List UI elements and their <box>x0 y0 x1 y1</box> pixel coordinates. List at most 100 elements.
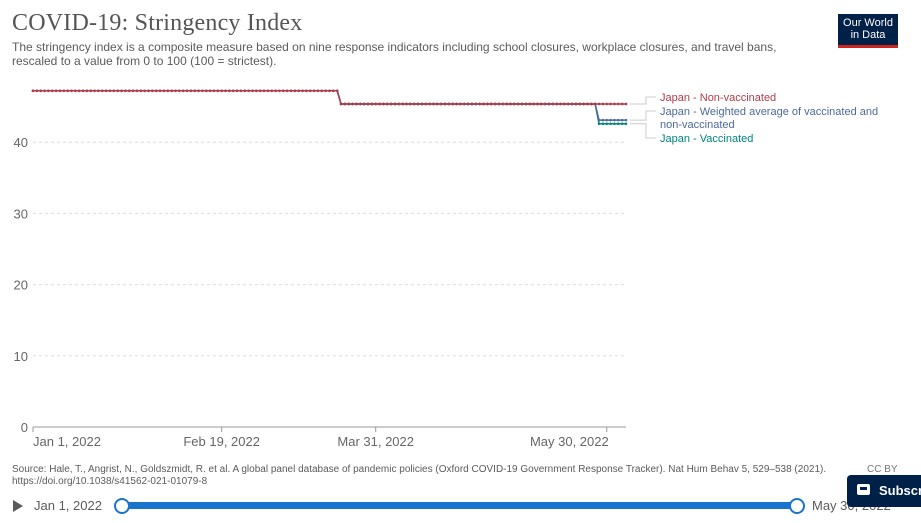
data-point <box>174 89 177 93</box>
data-point <box>127 89 131 93</box>
data-point <box>389 102 393 106</box>
data-point <box>35 89 39 93</box>
data-point <box>617 118 620 122</box>
data-point <box>224 89 227 93</box>
data-point <box>466 102 470 106</box>
line-chart: 0 10 20 30 40 Jan 1, 2022 Feb 19, 2022 Mar 31, … <box>14 89 878 449</box>
data-point <box>443 102 447 106</box>
data-point <box>185 89 189 93</box>
data-point <box>385 102 389 106</box>
data-point <box>570 102 574 106</box>
logo-line-2: in Data <box>850 29 886 41</box>
data-point <box>301 89 304 93</box>
series-markers <box>31 89 628 126</box>
series-markers <box>31 89 628 106</box>
data-point <box>228 89 231 93</box>
data-point <box>170 89 173 93</box>
data-point <box>601 122 605 126</box>
data-point <box>493 102 497 106</box>
data-point <box>455 102 458 106</box>
data-point <box>66 89 69 93</box>
data-point <box>166 89 170 93</box>
data-point <box>251 89 254 93</box>
data-point <box>474 102 478 106</box>
data-point <box>235 89 239 93</box>
data-point <box>516 102 520 106</box>
data-point <box>50 89 54 93</box>
timeline-end-handle[interactable] <box>789 498 805 514</box>
data-point <box>320 89 324 93</box>
legend-label: Japan - Non-vaccinated <box>660 92 776 104</box>
data-point <box>70 89 73 93</box>
data-point <box>143 89 146 93</box>
data-point <box>285 89 289 93</box>
data-point <box>582 102 585 106</box>
data-point <box>409 102 412 106</box>
data-point <box>597 102 601 106</box>
data-point <box>613 118 616 122</box>
data-point <box>559 102 562 106</box>
data-point <box>274 89 277 93</box>
data-point <box>436 102 439 106</box>
data-point <box>539 102 543 106</box>
timeline-start-handle[interactable] <box>114 498 130 514</box>
y-tick-label: 0 <box>21 420 28 435</box>
data-point <box>547 102 551 106</box>
data-point <box>362 102 366 106</box>
legend-label-wrapped: Japan - Weighted average of vaccinated a… <box>660 106 878 131</box>
data-point <box>120 89 123 93</box>
data-point <box>428 102 431 106</box>
y-tick-label: 10 <box>14 349 28 364</box>
timeline-start-label: Jan 1, 2022 <box>34 498 102 513</box>
data-point <box>85 89 89 93</box>
data-point <box>101 89 104 93</box>
data-point <box>378 102 381 106</box>
subscribe-button[interactable]: Subscribe <box>847 475 921 507</box>
data-point <box>47 89 50 93</box>
data-point <box>451 102 455 106</box>
data-point <box>31 89 35 93</box>
data-point <box>605 118 609 122</box>
data-point <box>278 89 281 93</box>
x-tick-label: May 30, 2022 <box>530 434 609 449</box>
data-point <box>520 102 524 106</box>
data-point <box>563 102 566 106</box>
series-markers <box>31 89 628 122</box>
data-point <box>578 102 582 106</box>
legend-connector <box>630 96 656 105</box>
data-point <box>620 118 624 122</box>
data-point <box>601 118 605 122</box>
data-point <box>343 102 347 106</box>
license-label[interactable]: CC BY <box>867 464 898 475</box>
data-point <box>513 102 516 106</box>
x-tick-label: Feb 19, 2022 <box>183 434 260 449</box>
data-point <box>532 102 535 106</box>
data-point <box>624 122 628 126</box>
data-point <box>247 89 250 93</box>
play-icon[interactable] <box>13 500 23 512</box>
legend-connector <box>630 123 656 139</box>
data-point <box>308 89 312 93</box>
timeline-track[interactable] <box>121 502 796 509</box>
legend-label-line: Japan - Weighted average of vaccinated a… <box>660 106 878 118</box>
subscribe-label: Subscribe <box>879 483 921 498</box>
data-point <box>401 102 404 106</box>
data-point <box>328 89 331 93</box>
data-point <box>347 102 351 106</box>
data-point <box>332 89 335 93</box>
series-line <box>33 90 626 121</box>
data-point <box>104 89 108 93</box>
data-point <box>555 102 558 106</box>
data-point <box>416 102 420 106</box>
data-point <box>482 102 485 106</box>
chart-subtitle: The stringency index is a composite meas… <box>12 40 777 68</box>
data-point <box>305 89 308 93</box>
data-point <box>147 89 150 93</box>
data-point <box>355 102 358 106</box>
data-point <box>597 122 601 126</box>
data-point <box>108 89 112 93</box>
data-point <box>624 102 628 106</box>
x-tick-label: Jan 1, 2022 <box>33 434 101 449</box>
owid-logo[interactable]: Our World in Data <box>838 14 898 48</box>
data-point <box>497 102 501 106</box>
